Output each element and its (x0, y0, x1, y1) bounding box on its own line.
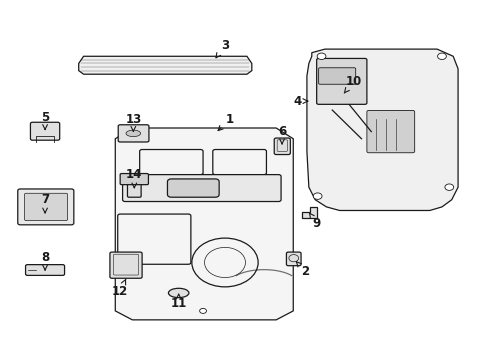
Text: 5: 5 (41, 111, 49, 130)
Polygon shape (306, 49, 457, 211)
Text: 3: 3 (216, 39, 228, 58)
FancyBboxPatch shape (167, 179, 219, 197)
Text: 6: 6 (277, 125, 285, 144)
FancyBboxPatch shape (110, 252, 142, 278)
FancyBboxPatch shape (120, 174, 148, 185)
FancyBboxPatch shape (30, 122, 60, 140)
FancyBboxPatch shape (274, 138, 290, 154)
Text: 13: 13 (125, 113, 141, 131)
Circle shape (317, 53, 325, 59)
Text: 7: 7 (41, 193, 49, 213)
Text: 10: 10 (344, 75, 361, 93)
FancyBboxPatch shape (316, 58, 366, 104)
Polygon shape (115, 128, 293, 320)
Circle shape (444, 184, 453, 190)
FancyBboxPatch shape (366, 111, 414, 153)
FancyBboxPatch shape (24, 193, 67, 221)
Text: 14: 14 (126, 168, 142, 188)
Text: 12: 12 (112, 279, 128, 298)
Polygon shape (301, 207, 316, 218)
FancyBboxPatch shape (118, 125, 149, 142)
FancyBboxPatch shape (127, 175, 141, 197)
Polygon shape (79, 56, 251, 74)
Ellipse shape (126, 130, 141, 136)
Text: 8: 8 (41, 251, 49, 270)
Circle shape (437, 53, 446, 59)
Text: 1: 1 (218, 113, 233, 131)
Circle shape (313, 193, 322, 199)
Ellipse shape (168, 288, 188, 298)
FancyBboxPatch shape (286, 252, 301, 266)
Text: 9: 9 (309, 213, 320, 230)
Text: 4: 4 (292, 95, 307, 108)
FancyBboxPatch shape (122, 175, 281, 202)
Text: 2: 2 (296, 262, 309, 278)
Text: 11: 11 (170, 294, 186, 310)
FancyBboxPatch shape (18, 189, 74, 225)
FancyBboxPatch shape (318, 68, 355, 84)
FancyBboxPatch shape (25, 265, 64, 275)
Circle shape (199, 309, 206, 314)
